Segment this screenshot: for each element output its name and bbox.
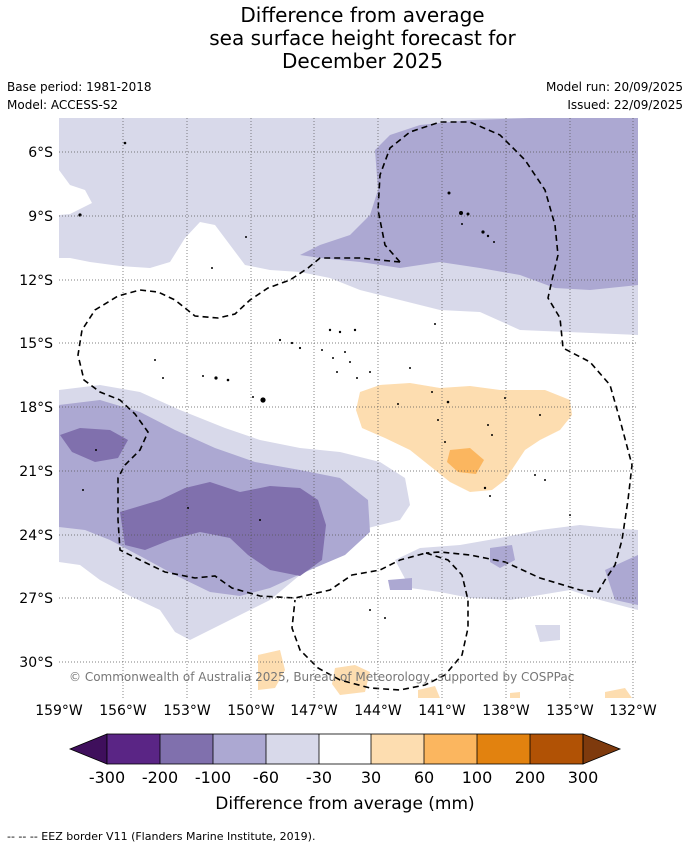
anomaly-fields bbox=[59, 118, 638, 698]
latitude-labels: 6°S 9°S 12°S 15°S 18°S 21°S 24°S 27°S 30… bbox=[19, 145, 53, 671]
lon-label: 135°W bbox=[546, 703, 594, 719]
lon-label: 147°W bbox=[290, 703, 338, 719]
longitude-labels: 159°W 156°W 153°W 150°W 147°W 144°W 141°… bbox=[35, 703, 657, 719]
anomaly-positive-south-5 bbox=[510, 692, 520, 698]
lon-label: 141°W bbox=[418, 703, 466, 719]
colorbar-bin bbox=[266, 734, 319, 764]
colorbar-frame bbox=[106, 733, 584, 765]
colorbar-tick: 200 bbox=[515, 768, 546, 787]
anomaly-east-medium-3 bbox=[388, 578, 412, 590]
islands bbox=[78, 141, 571, 619]
colorbar-bin bbox=[213, 734, 266, 764]
lon-label: 144°W bbox=[354, 703, 402, 719]
lat-label: 9°S bbox=[28, 209, 53, 225]
lon-label: 132°W bbox=[609, 703, 657, 719]
colorbar-low-extension bbox=[68, 733, 108, 765]
anomaly-positive-south-1 bbox=[258, 650, 285, 690]
anomaly-east-medium bbox=[605, 555, 638, 605]
meta-left: Base period: 1981-2018 Model: ACCESS-S2 bbox=[7, 78, 152, 114]
lat-label: 24°S bbox=[19, 528, 53, 544]
colorbar: -300 -200 -100 -60 -30 30 60 100 200 300… bbox=[68, 733, 622, 814]
lat-label: 30°S bbox=[19, 655, 53, 671]
colorbar-bin bbox=[371, 734, 424, 764]
colorbar-tick: 30 bbox=[361, 768, 381, 787]
colorbar-tick: 100 bbox=[462, 768, 493, 787]
colorbar-title: Difference from average (mm) bbox=[215, 794, 474, 814]
lat-label: 6°S bbox=[28, 145, 53, 161]
eez-border-north bbox=[377, 121, 633, 593]
lon-label: 150°W bbox=[227, 703, 275, 719]
colorbar-bin bbox=[530, 734, 583, 764]
anomaly-north-medium bbox=[300, 118, 638, 290]
colorbar-tick: -30 bbox=[306, 768, 332, 787]
lon-label: 156°W bbox=[99, 703, 147, 719]
colorbar-tick: 60 bbox=[414, 768, 434, 787]
anomaly-positive-south-2 bbox=[332, 665, 370, 695]
colorbar-high-extension bbox=[582, 733, 622, 765]
anomaly-south-dark bbox=[60, 428, 128, 462]
eez-borders bbox=[77, 121, 633, 691]
anomaly-south-dark-2 bbox=[120, 482, 326, 576]
colorbar-bin bbox=[477, 734, 530, 764]
anomaly-east-light-2 bbox=[535, 625, 560, 642]
eez-border-central bbox=[77, 257, 427, 599]
lat-label: 27°S bbox=[19, 591, 53, 607]
issued-date: Issued: 22/09/2025 bbox=[567, 98, 683, 112]
colorbar-bin bbox=[319, 734, 371, 764]
gridlines bbox=[59, 118, 638, 698]
colorbar-bin bbox=[107, 734, 160, 764]
colorbar-tick: -100 bbox=[195, 768, 231, 787]
lon-label: 153°W bbox=[163, 703, 211, 719]
copyright-text: © Commonwealth of Australia 2025, Bureau… bbox=[69, 670, 574, 684]
lat-label: 15°S bbox=[19, 336, 53, 352]
anomaly-positive-south-4 bbox=[605, 688, 632, 698]
colorbar-tick: -60 bbox=[253, 768, 279, 787]
anomaly-positive-south-3 bbox=[418, 686, 440, 698]
title-line-3: December 2025 bbox=[282, 49, 443, 73]
lat-label: 18°S bbox=[19, 400, 53, 416]
colorbar-tick: -300 bbox=[89, 768, 125, 787]
title-line-1: Difference from average bbox=[240, 3, 485, 27]
eez-footnote: -- -- -- EEZ border V11 (Flanders Marine… bbox=[7, 830, 316, 843]
colorbar-dividers bbox=[159, 734, 531, 764]
base-period: Base period: 1981-2018 bbox=[7, 80, 152, 94]
sea-surface-height-map: 6°S 9°S 12°S 15°S 18°S 21°S 24°S 27°S 30… bbox=[19, 118, 657, 814]
colorbar-ticks: -300 -200 -100 -60 -30 30 60 100 200 300 bbox=[89, 768, 598, 787]
model-run: Model run: 20/09/2025 bbox=[545, 80, 683, 94]
title-line-2: sea surface height forecast for bbox=[209, 26, 516, 50]
model-name: Model: ACCESS-S2 bbox=[7, 98, 119, 112]
map-title: Difference from average sea surface heig… bbox=[0, 4, 690, 73]
anomaly-positive-core bbox=[447, 448, 484, 474]
anomaly-positive-central bbox=[356, 383, 572, 492]
lat-label: 12°S bbox=[19, 273, 53, 289]
lon-label: 138°W bbox=[482, 703, 530, 719]
lon-label: 159°W bbox=[35, 703, 83, 719]
colorbar-bin bbox=[424, 734, 477, 764]
anomaly-east-medium-2 bbox=[490, 545, 515, 568]
colorbar-bin bbox=[160, 734, 213, 764]
colorbar-tick: -200 bbox=[142, 768, 178, 787]
colorbar-tick: 300 bbox=[568, 768, 599, 787]
eez-border-south bbox=[291, 552, 469, 691]
lat-label: 21°S bbox=[19, 464, 53, 480]
meta-right: Model run: 20/09/2025 Issued: 22/09/2025 bbox=[546, 78, 683, 114]
